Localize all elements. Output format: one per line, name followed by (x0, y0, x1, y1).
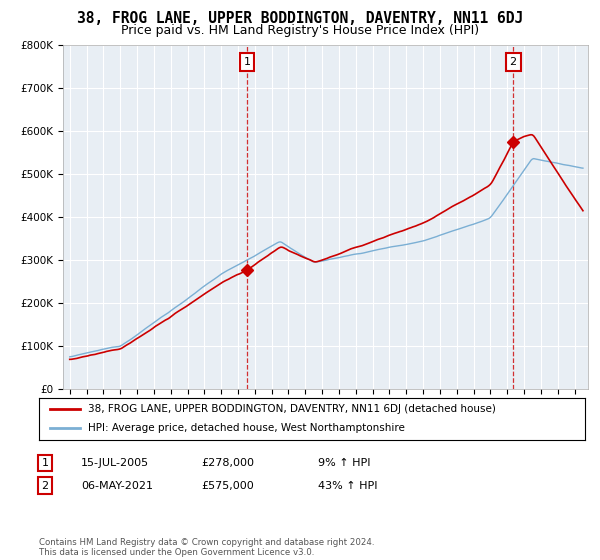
Text: 9% ↑ HPI: 9% ↑ HPI (318, 458, 371, 468)
Text: £575,000: £575,000 (201, 480, 254, 491)
Text: £278,000: £278,000 (201, 458, 254, 468)
Text: 1: 1 (244, 57, 251, 67)
Text: 2: 2 (509, 57, 517, 67)
Text: 38, FROG LANE, UPPER BODDINGTON, DAVENTRY, NN11 6DJ: 38, FROG LANE, UPPER BODDINGTON, DAVENTR… (77, 11, 523, 26)
Text: Price paid vs. HM Land Registry's House Price Index (HPI): Price paid vs. HM Land Registry's House … (121, 24, 479, 36)
Text: 06-MAY-2021: 06-MAY-2021 (81, 480, 153, 491)
Text: HPI: Average price, detached house, West Northamptonshire: HPI: Average price, detached house, West… (88, 423, 405, 433)
Text: 1: 1 (41, 458, 49, 468)
Text: 38, FROG LANE, UPPER BODDINGTON, DAVENTRY, NN11 6DJ (detached house): 38, FROG LANE, UPPER BODDINGTON, DAVENTR… (88, 404, 496, 414)
Text: 15-JUL-2005: 15-JUL-2005 (81, 458, 149, 468)
Text: 43% ↑ HPI: 43% ↑ HPI (318, 480, 377, 491)
Text: Contains HM Land Registry data © Crown copyright and database right 2024.
This d: Contains HM Land Registry data © Crown c… (39, 538, 374, 557)
Text: 2: 2 (41, 480, 49, 491)
